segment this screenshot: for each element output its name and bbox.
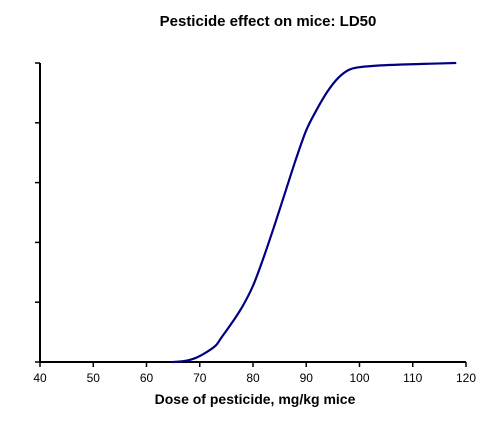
x-tick-label: 90 [300,371,314,385]
x-tick-label: 40 [33,371,47,385]
x-tick-label: 50 [87,371,101,385]
tick-labels: 40 50 60 70 80 90 100 110 120 [33,371,476,385]
ticks [35,62,467,367]
x-tick-label: 80 [246,371,260,385]
x-axis-label: Dose of pesticide, mg/kg mice [155,391,356,407]
x-tick-label: 120 [456,371,476,385]
series-line [172,61,457,364]
chart-title: Pesticide effect on mice: LD50 [160,13,377,30]
x-tick-label: 60 [140,371,154,385]
x-tick-label: 70 [193,371,207,385]
x-tick-label: 110 [403,371,422,385]
series [172,61,457,364]
x-tick-label: 100 [349,371,369,385]
axes [39,63,466,363]
